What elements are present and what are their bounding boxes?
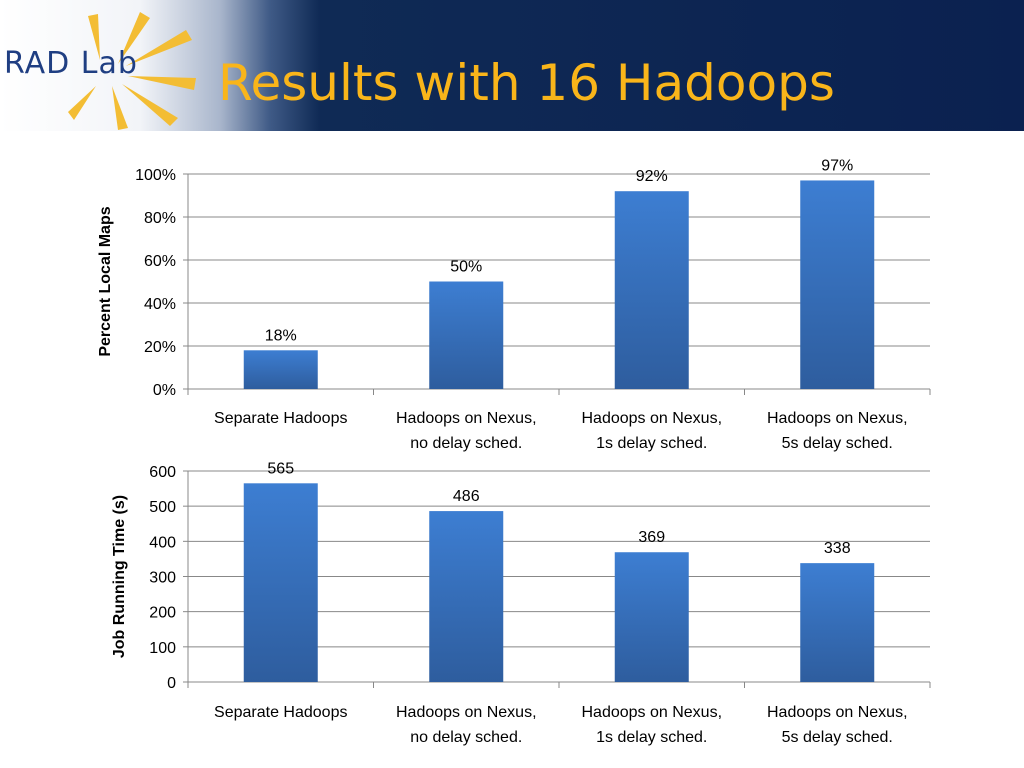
y-axis-title: Job Running Time (s): [111, 495, 128, 658]
data-label: 369: [638, 529, 665, 546]
y-tick-label: 20%: [144, 339, 176, 356]
category-label: Hadoops on Nexus,: [396, 410, 537, 427]
category-label: 5s delay sched.: [782, 435, 893, 452]
y-tick-label: 400: [149, 534, 176, 551]
data-label: 92%: [636, 168, 668, 185]
bar: [429, 511, 504, 682]
data-label: 18%: [265, 327, 297, 344]
y-tick-label: 100: [149, 640, 176, 657]
bar: [614, 191, 689, 389]
y-tick-label: 80%: [144, 210, 176, 227]
y-tick-label: 500: [149, 499, 176, 516]
y-tick-label: 40%: [144, 296, 176, 313]
category-label: 1s delay sched.: [596, 435, 707, 452]
page-title: Results with 16 Hadoops: [218, 54, 835, 112]
y-tick-label: 0%: [153, 382, 176, 399]
sun-rays-icon: [68, 12, 196, 130]
category-label: no delay sched.: [410, 729, 522, 746]
y-tick-label: 300: [149, 570, 176, 587]
bar: [800, 563, 875, 682]
data-label: 50%: [450, 259, 482, 276]
data-label: 565: [267, 460, 294, 477]
category-label: Separate Hadoops: [214, 410, 347, 427]
chart-job-running-time: 0 100 200 300 400 500 600 Job Running Time (s) 5…: [111, 460, 931, 746]
category-label: Separate Hadoops: [214, 704, 347, 721]
bar: [243, 483, 318, 682]
category-label: 5s delay sched.: [782, 729, 893, 746]
rad-lab-logo: RAD Lab: [0, 0, 215, 131]
bar: [614, 552, 689, 682]
bar: [243, 350, 318, 389]
y-axis-title: Percent Local Maps: [97, 206, 114, 356]
chart-percent-local-maps: 0% 20% 40% 60% 80% 100% Percent Local Maps 18% S…: [97, 157, 931, 452]
data-label: 97%: [821, 157, 853, 174]
category-label: no delay sched.: [410, 435, 522, 452]
bar: [429, 281, 504, 389]
logo-text: RAD Lab: [4, 46, 138, 81]
y-tick-label: 0: [167, 675, 176, 692]
category-label: Hadoops on Nexus,: [581, 410, 722, 427]
category-label: Hadoops on Nexus,: [767, 704, 908, 721]
data-label: 486: [453, 488, 480, 505]
y-tick-label: 600: [149, 464, 176, 481]
category-label: Hadoops on Nexus,: [767, 410, 908, 427]
slide-header: RAD Lab Results with 16 Hadoops: [0, 0, 1024, 131]
category-label: Hadoops on Nexus,: [581, 704, 722, 721]
y-tick-label: 100%: [135, 167, 176, 184]
category-label: Hadoops on Nexus,: [396, 704, 537, 721]
data-label: 338: [824, 540, 851, 557]
category-label: 1s delay sched.: [596, 729, 707, 746]
y-tick-label: 60%: [144, 253, 176, 270]
bar: [800, 180, 875, 389]
y-tick-label: 200: [149, 605, 176, 622]
